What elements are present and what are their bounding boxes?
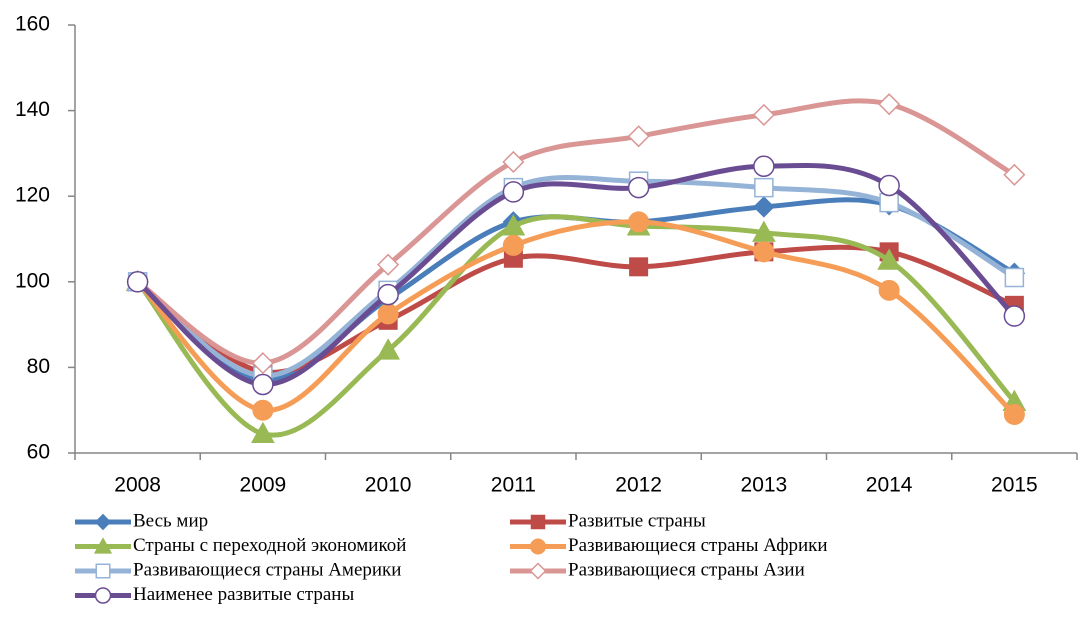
marker — [1003, 163, 1026, 186]
legend-label: Развивающиеся страны Африки — [568, 535, 828, 556]
series-line — [135, 98, 1017, 366]
legend-label: Наименее развитые страны — [133, 584, 354, 605]
legend-item: Развивающиеся страны Африки — [510, 535, 828, 556]
marker — [529, 562, 547, 580]
legend-item: Весь мир — [75, 510, 208, 531]
marker — [878, 279, 900, 301]
legend-label: Развивающиеся страны Америки — [133, 559, 401, 580]
y-tick-label: 80 — [27, 355, 50, 378]
marker — [627, 125, 650, 148]
legend-label: Страны с переходной экономикой — [133, 535, 406, 556]
marker — [753, 155, 775, 177]
marker — [877, 248, 901, 270]
legend-item: Развитые страны — [510, 510, 706, 531]
marker — [94, 513, 112, 531]
legend-label: Развивающиеся страны Азии — [568, 559, 805, 580]
y-tick-label: 140 — [15, 98, 50, 121]
marker — [629, 257, 649, 277]
y-tick-label: 60 — [27, 441, 50, 464]
legend-item: Развивающиеся страны Азии — [510, 559, 805, 580]
marker — [377, 253, 400, 276]
marker — [628, 211, 650, 233]
marker — [377, 283, 399, 306]
marker — [502, 181, 525, 203]
marker — [252, 399, 274, 421]
marker — [1004, 267, 1025, 288]
marker — [878, 174, 900, 197]
marker — [1003, 403, 1025, 425]
marker — [377, 303, 399, 325]
marker — [878, 93, 901, 116]
marker — [94, 587, 112, 604]
legend-label: Весь мир — [133, 510, 208, 531]
marker — [251, 421, 275, 444]
y-tick-label: 100 — [15, 269, 50, 292]
marker — [879, 192, 899, 213]
marker — [627, 176, 650, 199]
marker — [502, 150, 525, 174]
legend-item: Развивающиеся страны Америки — [75, 559, 401, 580]
x-tick-label: 2011 — [491, 474, 536, 497]
legend-item: Наименее развитые страны — [75, 584, 354, 605]
x-tick-label: 2012 — [615, 474, 662, 497]
marker — [530, 514, 546, 530]
marker — [753, 196, 775, 218]
y-tick-label: 120 — [15, 184, 50, 207]
marker — [753, 241, 775, 263]
marker — [502, 234, 524, 256]
marker — [1003, 305, 1026, 327]
x-tick-label: 2009 — [240, 474, 287, 497]
marker — [251, 352, 274, 375]
x-tick-label: 2013 — [741, 474, 788, 497]
marker — [754, 177, 774, 198]
marker — [93, 537, 113, 554]
x-tick-label: 2015 — [991, 474, 1038, 497]
marker — [376, 338, 400, 360]
marker — [95, 563, 111, 579]
marker — [752, 103, 775, 126]
marker — [252, 373, 274, 396]
legend-label: Развитые страны — [568, 510, 706, 531]
y-tick-label: 160 — [15, 13, 50, 36]
marker — [530, 538, 546, 555]
x-tick-label: 2010 — [365, 474, 412, 497]
x-tick-label: 2008 — [114, 474, 161, 497]
marker — [126, 271, 149, 293]
legend-item: Страны с переходной экономикой — [75, 535, 406, 556]
x-tick-label: 2014 — [866, 474, 913, 497]
